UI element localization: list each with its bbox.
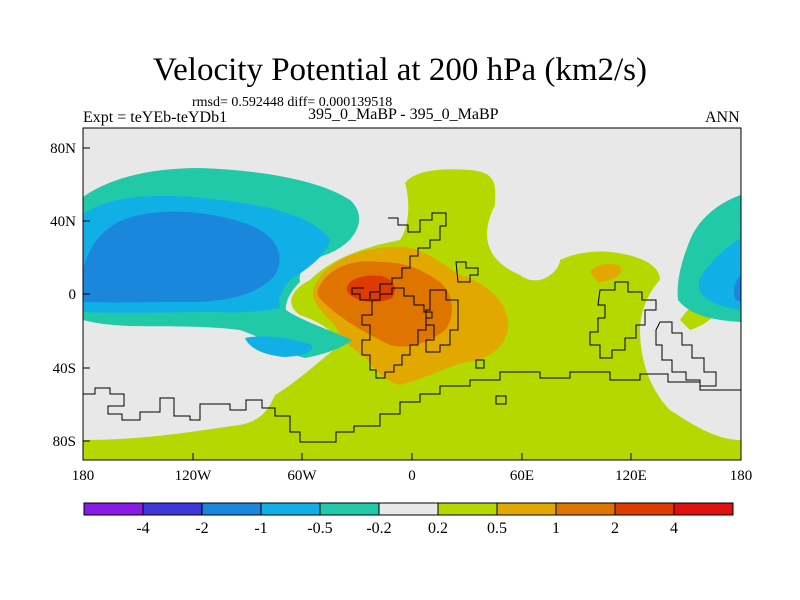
x-tick-label: 120E: [615, 468, 647, 484]
colorbar-label: -4: [136, 520, 149, 537]
contour-negative-east-3: [733, 275, 741, 302]
contour-fill: [83, 128, 741, 460]
x-tick-label: 180: [730, 468, 753, 484]
contour-positive-0.5-b: [590, 264, 622, 282]
coast-asia: [589, 281, 657, 359]
y-tick-label: 40N: [50, 214, 76, 230]
coast-islands: [475, 359, 507, 405]
contour-negative-south: [245, 336, 313, 357]
colorbar-label: 0.2: [428, 520, 448, 537]
colorbar-label: 1: [552, 520, 560, 537]
case-label: 395_0_MaBP - 395_0_MaBP: [308, 106, 499, 123]
coast-australia: [655, 321, 717, 387]
y-tick-label: 80S: [53, 434, 76, 450]
colorbar-swatch: [260, 502, 321, 516]
expt-label: Expt = teYEb-teYDb1: [83, 109, 228, 126]
x-tick-label: 0: [408, 468, 416, 484]
colorbar-label: 2: [611, 520, 619, 537]
colorbar-swatch: [83, 502, 144, 516]
x-tick-label: 120W: [175, 468, 213, 484]
x-tick-label: 60W: [287, 468, 317, 484]
colorbar-swatch: [673, 502, 734, 516]
coast-greenland: [455, 261, 479, 283]
colorbar-label: -2: [195, 520, 208, 537]
coastlines: [83, 212, 741, 443]
colorbar: [83, 502, 734, 516]
colorbar-label: -1: [254, 520, 267, 537]
colorbar-swatch: [437, 502, 498, 516]
y-tick-label: 40S: [53, 361, 76, 377]
colorbar-label: -0.2: [366, 520, 391, 537]
x-tick-label: 60E: [510, 468, 534, 484]
contour-negative-1: [83, 211, 280, 303]
colorbar-label: 0.5: [487, 520, 507, 537]
coast-north-america: [351, 212, 447, 301]
coast-africa: [425, 289, 459, 353]
coast-south-america: [361, 287, 433, 379]
x-tick-label: 180: [72, 468, 95, 484]
colorbar-label: 4: [670, 520, 678, 537]
colorbar-swatch: [378, 502, 439, 516]
stats-text: rmsd= 0.592448 diff= 0.000139518: [192, 95, 393, 110]
colorbar-swatch: [614, 502, 675, 516]
y-axis-labels: 80N 40N 0 40S 80S: [50, 141, 76, 450]
y-tick-label: 80N: [50, 141, 76, 157]
page-title: Velocity Potential at 200 hPa (km2/s): [152, 52, 648, 88]
colorbar-swatch: [555, 502, 616, 516]
colorbar-swatch: [496, 502, 557, 516]
colorbar-label: -0.5: [307, 520, 332, 537]
colorbar-labels: -4 -2 -1 -0.5 -0.2 0.2 0.5 1 2 4: [136, 520, 678, 537]
coast-antarctica: [83, 371, 741, 443]
colorbar-swatch: [201, 502, 262, 516]
colorbar-swatch: [142, 502, 203, 516]
y-tick-label: 0: [69, 287, 77, 303]
tick-marks: [82, 147, 742, 460]
contour-positive-2: [346, 275, 395, 302]
colorbar-swatch: [319, 502, 380, 516]
x-axis-labels: 180 120W 60W 0 60E 120E 180: [72, 468, 753, 484]
season-label: ANN: [705, 109, 740, 126]
contour-negative-east-2: [698, 238, 741, 310]
